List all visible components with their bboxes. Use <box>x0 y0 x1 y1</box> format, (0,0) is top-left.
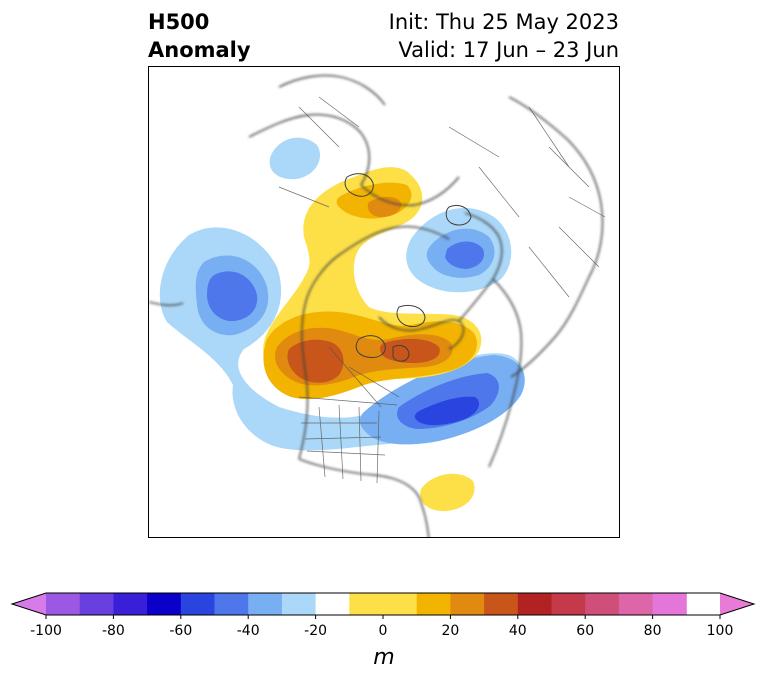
colorbar-tick-label: 40 <box>509 623 527 639</box>
colorbar-swatch <box>517 593 552 615</box>
init-date: Init: Thu 25 May 2023 <box>388 10 619 34</box>
colorbar-swatch <box>551 593 586 615</box>
colorbar-tick-label: -40 <box>237 623 260 639</box>
colorbar-swatch <box>416 593 451 615</box>
negative-anomaly-siberia <box>406 208 512 293</box>
islands <box>344 173 472 362</box>
colorbar-tick-label: 80 <box>644 623 662 639</box>
colorbar-swatch <box>484 593 519 615</box>
colorbar-swatch <box>349 593 418 615</box>
colorbar-ticks: -100 -80 -60 -40 -20 0 20 40 60 80 100 <box>30 615 733 639</box>
colorbar-tick-label: -80 <box>102 623 125 639</box>
colorbar-swatch <box>113 593 148 615</box>
map-title: H500 Anomaly <box>148 8 251 64</box>
colorbar-tick-label: 0 <box>379 623 388 639</box>
anomaly-map <box>148 66 620 538</box>
colorbar-swatches <box>10 592 756 616</box>
negative-anomaly-europe <box>269 137 321 180</box>
colorbar-swatch <box>652 593 687 615</box>
colorbar-swatch <box>281 593 317 615</box>
colorbar-swatch <box>618 593 654 615</box>
colorbar-swatch <box>315 593 350 615</box>
title-line-2: Anomaly <box>148 38 251 62</box>
map-canvas <box>149 74 606 537</box>
positive-anomaly-alaska-canada <box>263 311 478 400</box>
colorbar-units: m <box>373 645 395 670</box>
valid-date: Valid: 17 Jun – 23 Jun <box>398 38 619 62</box>
colorbar-swatch <box>147 593 182 615</box>
positive-anomaly-atlantic <box>420 473 475 512</box>
colorbar: -100 -80 -60 -40 -20 0 20 40 60 80 100 <box>10 592 756 639</box>
colorbar-tick-label: -100 <box>30 623 62 639</box>
colorbar-swatch <box>450 593 485 615</box>
map-dates: Init: Thu 25 May 2023 Valid: 17 Jun – 23… <box>389 8 619 64</box>
colorbar-swatch <box>180 593 215 615</box>
colorbar-tick-label: 60 <box>576 623 594 639</box>
colorbar-swatch <box>248 593 283 615</box>
colorbar-swatch <box>46 593 81 615</box>
political-boundaries <box>278 96 606 484</box>
colorbar-swatch <box>214 593 249 615</box>
coastlines <box>149 74 604 537</box>
title-line-1: H500 <box>148 10 210 34</box>
colorbar-tick-label: 20 <box>441 623 459 639</box>
colorbar-swatch <box>79 593 114 615</box>
colorbar-tick-label: 100 <box>707 623 734 639</box>
negative-anomaly-eastern-canada <box>359 355 525 445</box>
colorbar-extend-high <box>720 593 754 615</box>
colorbar-tick-label: -20 <box>304 623 327 639</box>
colorbar-swatch <box>585 593 620 615</box>
colorbar-extend-low <box>12 593 46 615</box>
colorbar-tick-label: -60 <box>169 623 192 639</box>
